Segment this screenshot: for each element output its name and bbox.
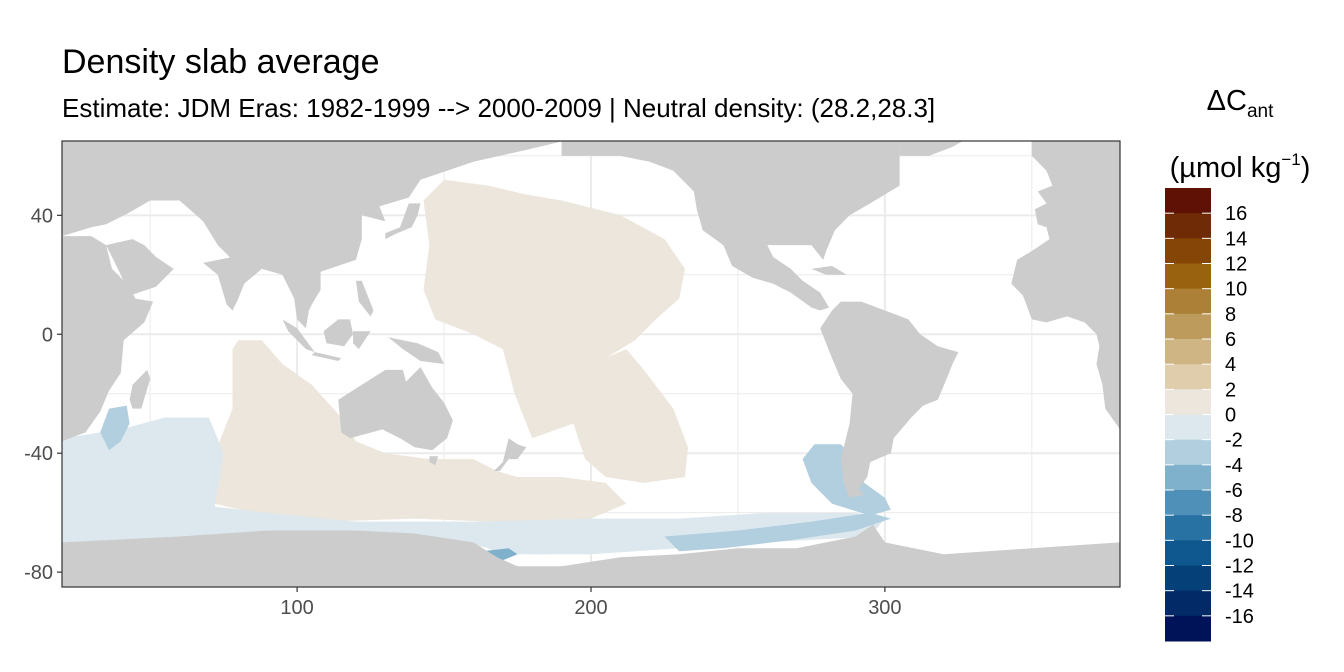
legend-unit-main: (µmol kg <box>1169 152 1282 184</box>
land-layer <box>62 141 1120 587</box>
legend-unit-close: ) <box>1300 152 1311 184</box>
legend-color-bin <box>1165 288 1211 315</box>
y-tick-label: -80 <box>24 562 53 584</box>
legend-color-bin <box>1165 464 1211 491</box>
legend-color-bin <box>1165 364 1211 390</box>
data-region-pacific-subtropical <box>423 179 685 439</box>
legend-tick-label: 12 <box>1225 254 1247 276</box>
data-region-ross-sea-coastal <box>473 524 621 555</box>
java-land <box>311 352 342 361</box>
chart-title: Density slab average <box>62 43 380 81</box>
data-region-pacific-subtropical <box>573 349 688 483</box>
legend-color-bin <box>1165 490 1211 516</box>
legend-tick-label: -16 <box>1225 606 1254 628</box>
south-america-land <box>820 301 959 498</box>
japan-land <box>385 203 421 240</box>
legend-tick-label: 0 <box>1225 405 1236 427</box>
eurasia-land <box>62 141 591 305</box>
legend-color-bin <box>1165 389 1211 415</box>
legend-color-bin <box>1165 263 1211 290</box>
sumatra-land <box>282 319 315 353</box>
legend-tick-label: -14 <box>1225 581 1254 603</box>
data-region-south-pacific-coastal-band <box>664 512 891 552</box>
legend-color-bin <box>1165 515 1211 541</box>
legend-title: ΔCant (µmol kg−1) <box>1150 84 1330 185</box>
legend-color-bin <box>1165 565 1211 592</box>
africa-land <box>62 236 154 442</box>
sulawesi-land <box>353 331 371 350</box>
legend-tick-label: -8 <box>1225 505 1243 527</box>
legend-color-bin <box>1165 188 1211 214</box>
legend-color-bin <box>1165 238 1211 264</box>
y-tick-label: -40 <box>24 443 53 465</box>
tasmania-land <box>429 456 439 466</box>
data-region-mozambique-channel <box>100 405 130 451</box>
chart-subtitle: Estimate: JDM Eras: 1982-1999 --> 2000-2… <box>62 93 936 123</box>
legend-tick-label: 14 <box>1225 228 1247 250</box>
australia-land <box>338 367 453 451</box>
legend-tick-label: 16 <box>1225 203 1247 225</box>
legend-title-main: ΔC <box>1206 85 1247 117</box>
arabia-land <box>106 239 174 296</box>
legend-tick-label: -10 <box>1225 530 1254 552</box>
legend-color-bin <box>1165 590 1211 617</box>
cuba-land <box>811 265 847 275</box>
antarctica-land <box>62 524 1120 587</box>
india-land <box>203 257 262 311</box>
x-tick-label: 300 <box>868 597 901 619</box>
legend-color-bin <box>1165 439 1211 466</box>
legend-color-bin <box>1165 615 1211 642</box>
legend-tick-label: -2 <box>1225 430 1243 452</box>
legend-color-bin <box>1165 339 1211 365</box>
madagascar-land <box>129 369 151 409</box>
legend-tick-label: -12 <box>1225 556 1254 578</box>
legend-tick-label: 2 <box>1225 379 1236 401</box>
north-america-land <box>561 141 900 311</box>
legend-color-bin <box>1165 540 1211 566</box>
legend-title-subscript: ant <box>1246 101 1274 122</box>
legend-color-bin <box>1165 313 1211 340</box>
y-tick-label: 0 <box>42 324 53 346</box>
x-tick-label: 200 <box>574 597 607 619</box>
legend-title-unit: (µmol kg−1) <box>1150 143 1330 185</box>
indochina-land <box>282 274 321 329</box>
legend-tick-label: 6 <box>1225 329 1236 351</box>
borneo-land <box>323 319 353 347</box>
legend-tick-label: 8 <box>1225 304 1236 326</box>
greenland-land <box>899 141 963 156</box>
data-region-western-indian-southern-ocean <box>62 417 885 555</box>
new-guinea-land <box>388 337 445 364</box>
legend-tick-label: 10 <box>1225 279 1247 301</box>
legend-tick-label: 4 <box>1225 354 1236 376</box>
philippines-land <box>355 280 374 317</box>
x-tick-label: 100 <box>280 597 313 619</box>
new-zealand-land <box>494 438 527 471</box>
y-tick-label: 40 <box>31 205 53 227</box>
legend-tick-label: -6 <box>1225 480 1243 502</box>
legend-title-variable: ΔCant <box>1150 84 1330 129</box>
legend-unit-superscript: −1 <box>1281 150 1301 169</box>
data-region-eastern-indian-southern-ocean <box>214 340 627 525</box>
legend-tick-label: -4 <box>1225 455 1243 477</box>
legend-color-bin <box>1165 414 1211 441</box>
legend-colorbar: 16 14 12 10 8 6 4 2 0 -2 -4 -6 -8 -10 -12 -14 -16 <box>1165 188 1254 642</box>
europe-africa-east-land <box>1011 141 1120 430</box>
legend-color-bin <box>1165 213 1211 239</box>
ocean-data-layer <box>62 179 891 561</box>
